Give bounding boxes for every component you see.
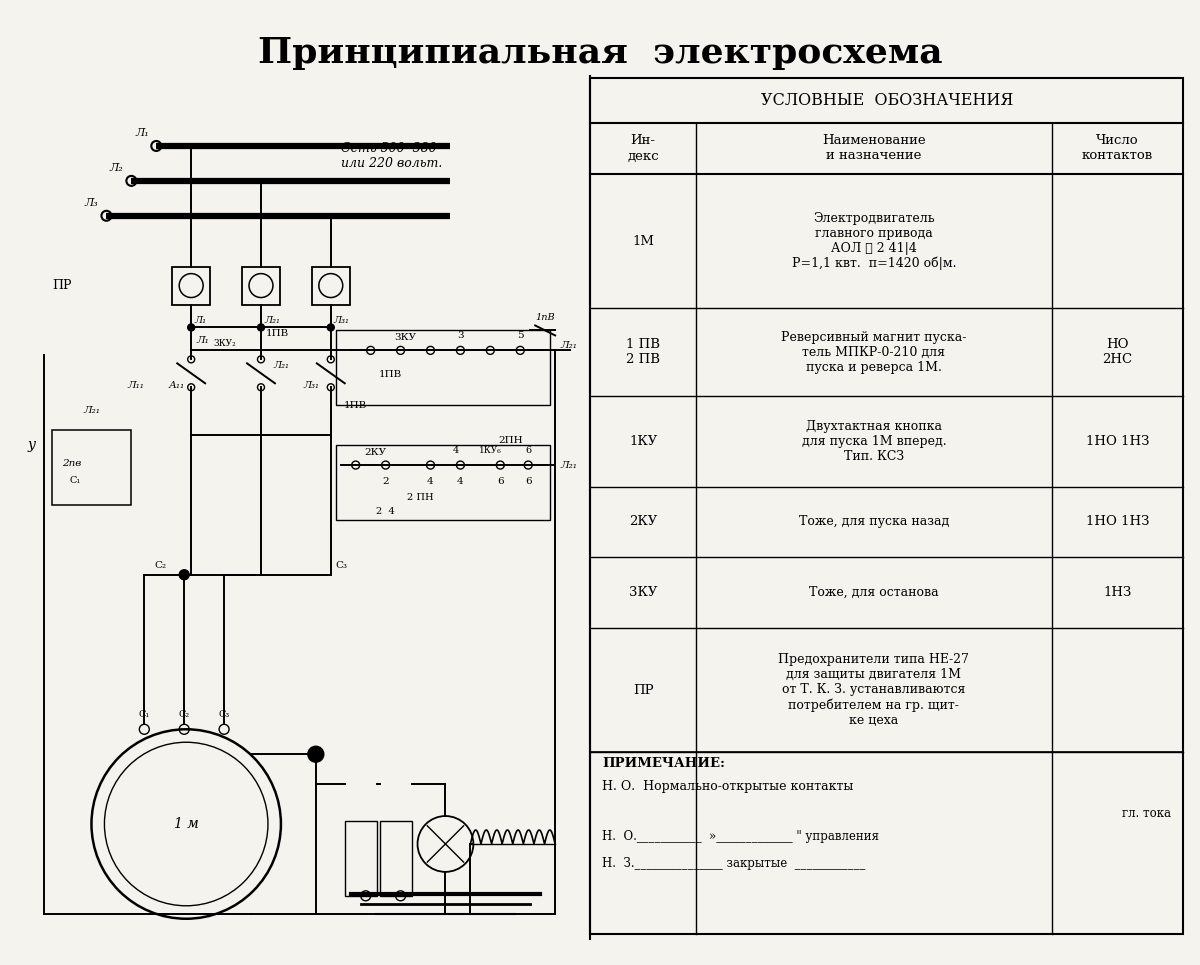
Circle shape <box>258 324 264 331</box>
Text: С₁: С₁ <box>139 710 150 719</box>
Text: Л₁: Л₁ <box>194 317 206 325</box>
Text: ПРИМЕЧАНИЕ:: ПРИМЕЧАНИЕ: <box>602 758 725 770</box>
Text: 2  4: 2 4 <box>377 507 395 516</box>
Text: 1 ПВ
2 ПВ: 1 ПВ 2 ПВ <box>626 338 660 366</box>
Text: Электродвигатель
главного привода
АОЛ ∅ 2 41|4
Р=1,1 квт.  п=1420 об|м.: Электродвигатель главного привода АОЛ ∅ … <box>792 212 956 270</box>
Text: Число
контактов: Число контактов <box>1082 134 1153 162</box>
Text: 1НО 1НЗ: 1НО 1НЗ <box>1086 434 1150 448</box>
Bar <box>336 330 550 405</box>
Text: 2КУ: 2КУ <box>629 515 658 529</box>
Text: 1ПВ: 1ПВ <box>379 371 402 379</box>
Text: НО
2НС: НО 2НС <box>1103 338 1133 366</box>
Text: Н.  О.___________  »_____________ " управления: Н. О.___________ »_____________ " управл… <box>602 830 880 843</box>
Text: 4: 4 <box>427 477 434 486</box>
Text: С₂: С₂ <box>154 561 167 569</box>
Text: 1М: 1М <box>632 234 654 248</box>
Bar <box>379 821 412 896</box>
Text: 2 ПН: 2 ПН <box>407 493 434 502</box>
Text: Л₂: Л₂ <box>109 163 124 173</box>
Bar <box>173 266 210 305</box>
Text: 2пв: 2пв <box>61 458 80 468</box>
Text: Н. О.  Нормально-открытые контакты: Н. О. Нормально-открытые контакты <box>602 780 853 793</box>
Text: С₃: С₃ <box>336 561 348 569</box>
Bar <box>52 430 131 505</box>
Circle shape <box>328 324 335 331</box>
Text: УСЛОВНЫЕ  ОБОЗНАЧЕНИЯ: УСЛОВНЫЕ ОБОЗНАЧЕНИЯ <box>761 92 1013 109</box>
Text: 1НО 1НЗ: 1НО 1НЗ <box>1086 515 1150 529</box>
Circle shape <box>91 730 281 919</box>
Text: Предохранители типа НЕ-27
для защиты двигателя 1М
от Т. К. З. устанавливаются
по: Предохранители типа НЕ-27 для защиты дви… <box>779 653 970 727</box>
Bar <box>242 266 280 305</box>
Text: 3КУ: 3КУ <box>629 586 658 599</box>
Text: гл. тока: гл. тока <box>1122 807 1171 820</box>
Text: С₂: С₂ <box>179 710 190 719</box>
Text: 1ПВ: 1ПВ <box>266 329 289 339</box>
Text: 3: 3 <box>457 331 463 341</box>
Bar <box>344 821 377 896</box>
Text: 2: 2 <box>383 477 389 486</box>
Text: 4: 4 <box>452 446 458 455</box>
Text: С₃: С₃ <box>218 710 229 719</box>
Text: 3КУ₂: 3КУ₂ <box>214 340 236 348</box>
Text: 1КУ: 1КУ <box>629 434 658 448</box>
Text: Реверсивный магнит пуска-
тель МПКР-0-210 для
пуска и реверса 1М.: Реверсивный магнит пуска- тель МПКР-0-21… <box>781 331 966 373</box>
Text: Тоже, для останова: Тоже, для останова <box>809 586 938 599</box>
Circle shape <box>187 324 194 331</box>
Text: Наименование
и назначение: Наименование и назначение <box>822 134 925 162</box>
Text: 5: 5 <box>517 331 523 341</box>
Bar <box>336 445 550 520</box>
Circle shape <box>308 746 324 762</box>
Text: 2КУ: 2КУ <box>365 448 386 457</box>
Text: 1КУ₆: 1КУ₆ <box>479 446 502 455</box>
Text: ПР: ПР <box>632 683 654 697</box>
Text: Принципиальная  электросхема: Принципиальная электросхема <box>258 37 942 70</box>
Text: С₁: С₁ <box>70 476 80 484</box>
Text: у: у <box>28 438 36 453</box>
Text: Тоже, для пуска назад: Тоже, для пуска назад <box>799 515 949 529</box>
Text: 1ПВ: 1ПВ <box>344 400 367 410</box>
Text: Л₂₁: Л₂₁ <box>560 460 577 470</box>
Circle shape <box>418 816 473 871</box>
Text: Л₃₁: Л₃₁ <box>302 381 319 390</box>
Circle shape <box>104 742 268 906</box>
Text: Сеть 500  380
или 220 вольт.: Сеть 500 380 или 220 вольт. <box>341 142 442 170</box>
Text: Л₃: Л₃ <box>85 198 98 207</box>
Text: Л₂₁: Л₂₁ <box>264 317 280 325</box>
Text: 1НЗ: 1НЗ <box>1103 586 1132 599</box>
Text: 6: 6 <box>526 446 532 455</box>
Circle shape <box>179 569 190 580</box>
Text: Двухтактная кнопка
для пуска 1М вперед.
Тип. КСЗ: Двухтактная кнопка для пуска 1М вперед. … <box>802 420 946 462</box>
Text: 1пВ: 1пВ <box>535 314 554 322</box>
Text: ПР: ПР <box>52 279 71 292</box>
Text: А₁₁: А₁₁ <box>168 381 185 390</box>
Text: Ин-
декс: Ин- декс <box>628 134 659 162</box>
Text: Л₁: Л₁ <box>196 337 209 345</box>
Text: 2ПН: 2ПН <box>498 436 522 445</box>
Text: 6: 6 <box>497 477 504 486</box>
Text: 1 м: 1 м <box>174 817 198 831</box>
Text: Н.  З._______________ закрытые  ____________: Н. З._______________ закрытые __________… <box>602 857 865 869</box>
Text: Л₂₁: Л₂₁ <box>83 405 100 415</box>
Text: Л₂₁: Л₂₁ <box>272 361 289 370</box>
Text: 4: 4 <box>457 477 463 486</box>
Text: Л₃₁: Л₃₁ <box>334 317 349 325</box>
Text: 6: 6 <box>524 477 532 486</box>
Text: Л₁: Л₁ <box>136 128 149 138</box>
Text: Л₂₁: Л₂₁ <box>560 341 577 350</box>
Bar <box>590 78 1183 934</box>
Bar <box>312 266 349 305</box>
Text: Л₁₁: Л₁₁ <box>128 381 145 390</box>
Text: 3КУ: 3КУ <box>395 333 416 343</box>
